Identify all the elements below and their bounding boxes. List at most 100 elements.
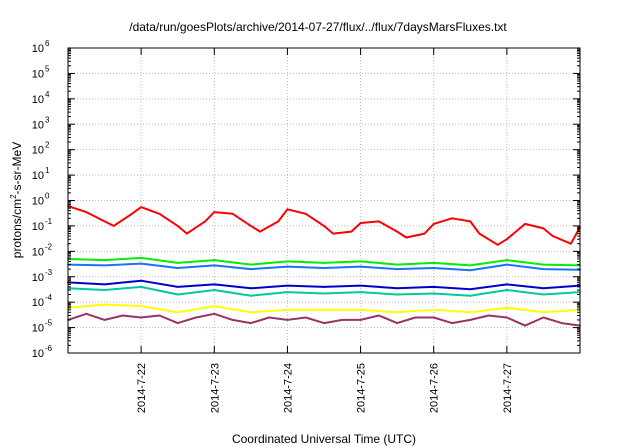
- data-point: [140, 305, 143, 307]
- y-tick-label-exp: 5: [45, 64, 50, 73]
- data-point: [176, 267, 179, 269]
- data-point: [158, 212, 161, 215]
- y-tick-label-exp: -1: [45, 217, 53, 226]
- data-point: [323, 262, 325, 264]
- data-point: [469, 288, 472, 291]
- data-point: [213, 211, 216, 214]
- data-point: [286, 260, 289, 263]
- series: [67, 262, 581, 272]
- y-tick-label: 10: [32, 272, 44, 284]
- data-point: [332, 232, 334, 235]
- data-point: [213, 264, 216, 267]
- data-point: [551, 235, 554, 237]
- data-point: [542, 293, 545, 296]
- y-tick-label: 10: [32, 119, 44, 131]
- data-point: [469, 294, 472, 297]
- data-point: [286, 291, 289, 293]
- data-point: [231, 212, 234, 215]
- data-point: [85, 312, 88, 315]
- data-point: [286, 308, 289, 311]
- data-point: [478, 232, 481, 235]
- y-tick-label-exp: 3: [45, 115, 50, 124]
- series-line: [67, 303, 581, 314]
- data-point: [570, 242, 572, 245]
- y-tick-label-exp: -6: [45, 344, 53, 353]
- data-point: [506, 283, 508, 286]
- data-point: [250, 322, 252, 324]
- data-point: [359, 284, 362, 287]
- data-point: [496, 243, 499, 246]
- y-tick-label-base: 10: [32, 43, 44, 55]
- data-point: [213, 312, 216, 315]
- data-point: [396, 268, 398, 270]
- y-tick-label: 10: [32, 170, 44, 182]
- data-point: [304, 212, 307, 215]
- data-point: [359, 260, 362, 263]
- data-point: [176, 262, 179, 264]
- data-point: [396, 322, 398, 324]
- y-tick-label-base: 10: [32, 170, 44, 182]
- data-point: [359, 319, 362, 321]
- data-point: [286, 265, 289, 268]
- data-point: [506, 289, 508, 291]
- y-tick-label: 10: [32, 145, 44, 157]
- y-tick-label-base: 10: [32, 68, 44, 80]
- data-point: [469, 311, 472, 314]
- series: [67, 205, 581, 246]
- data-point: [85, 211, 88, 214]
- data-point: [103, 283, 106, 286]
- data-point: [487, 314, 490, 317]
- data-point: [378, 220, 380, 223]
- data-point: [323, 308, 325, 311]
- y-tick-label: 10: [32, 221, 44, 233]
- data-point: [323, 322, 325, 324]
- data-point: [268, 316, 270, 319]
- data-point: [122, 314, 124, 317]
- data-point: [213, 305, 216, 307]
- data-point: [542, 311, 545, 314]
- data-point: [469, 264, 472, 267]
- y-tick-label: 10: [32, 323, 44, 335]
- data-point: [506, 263, 508, 266]
- data-point: [103, 319, 106, 321]
- x-tick-label: 2014-7-24: [282, 363, 294, 413]
- x-tick-label: 2014-7-25: [356, 363, 368, 413]
- data-point: [542, 263, 545, 266]
- y-tick-label-base: 10: [32, 221, 44, 233]
- data-point: [396, 230, 398, 233]
- data-point: [286, 208, 289, 211]
- data-point: [140, 316, 143, 319]
- data-point: [103, 289, 106, 291]
- data-point: [359, 308, 362, 311]
- data-point: [176, 286, 179, 288]
- y-tick-label-exp: -3: [45, 268, 53, 277]
- data-point: [432, 286, 435, 288]
- data-point: [176, 293, 179, 296]
- series: [67, 312, 581, 327]
- data-point: [542, 227, 545, 230]
- data-point: [286, 284, 289, 287]
- data-point: [506, 316, 508, 319]
- y-tick-label: 10: [32, 68, 44, 80]
- data-point: [506, 306, 508, 309]
- data-point: [176, 225, 179, 227]
- data-point: [359, 291, 362, 293]
- data-point: [140, 262, 143, 265]
- y-tick-label-exp: -4: [45, 293, 53, 302]
- data-point: [469, 319, 472, 321]
- data-point: [195, 316, 197, 319]
- y-tick-label-base: 10: [32, 348, 44, 360]
- y-tick-label-exp: 6: [45, 39, 50, 48]
- data-point: [323, 225, 325, 227]
- data-point: [103, 303, 106, 306]
- y-tick-label-exp: -5: [45, 319, 53, 328]
- data-point: [250, 294, 252, 297]
- data-point: [323, 267, 325, 269]
- data-point: [469, 269, 472, 272]
- data-point: [414, 316, 417, 319]
- data-point: [451, 217, 453, 220]
- y-tick-label: 10: [32, 246, 44, 258]
- y-tick-label-base: 10: [32, 94, 44, 106]
- data-point: [506, 238, 508, 241]
